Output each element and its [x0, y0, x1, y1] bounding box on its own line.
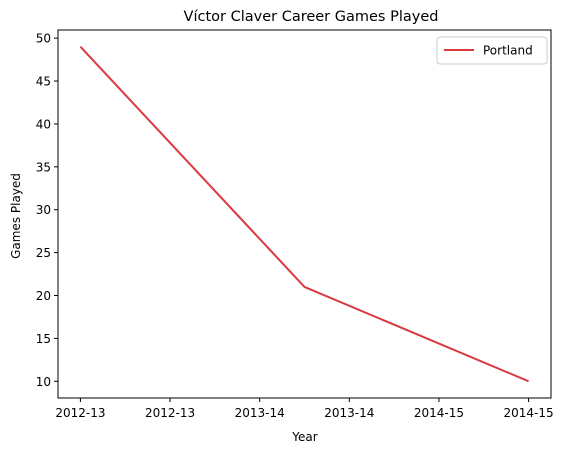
x-tick-label: 2014-15 [414, 406, 464, 420]
y-tick-label: 35 [36, 160, 51, 174]
plot-area [57, 29, 552, 399]
y-tick-label: 40 [36, 117, 51, 131]
x-tick-label: 2013-14 [324, 406, 374, 420]
y-tick-label: 25 [36, 246, 51, 260]
y-tick-label: 15 [36, 332, 51, 346]
y-tick-label: 30 [36, 203, 51, 217]
x-axis-ticks: 2012-13 2012-13 2013-14 2013-14 2014-15 2014-… [55, 398, 554, 420]
series-line-portland [79, 46, 529, 383]
y-axis-ticks: 10 15 20 25 30 35 40 45 50 [36, 32, 58, 389]
x-tick-label: 2012-13 [55, 406, 105, 420]
y-tick-label: 20 [36, 289, 51, 303]
plot-frame [57, 29, 552, 399]
x-tick-label: 2012-13 [145, 406, 195, 420]
x-tick-label: 2013-14 [235, 406, 285, 420]
y-tick-label: 50 [36, 32, 51, 46]
x-axis-label: Year [291, 430, 317, 444]
chart-title: Víctor Claver Career Games Played [184, 9, 439, 25]
y-axis-label: Games Played [9, 173, 23, 259]
legend-label-portland: Portland [483, 44, 533, 58]
legend: Portland [436, 36, 548, 65]
series-layer [79, 46, 529, 383]
x-tick-label: 2014-15 [504, 406, 554, 420]
legend-box [436, 36, 548, 65]
y-tick-label: 45 [36, 75, 51, 89]
y-tick-label: 10 [36, 375, 51, 389]
